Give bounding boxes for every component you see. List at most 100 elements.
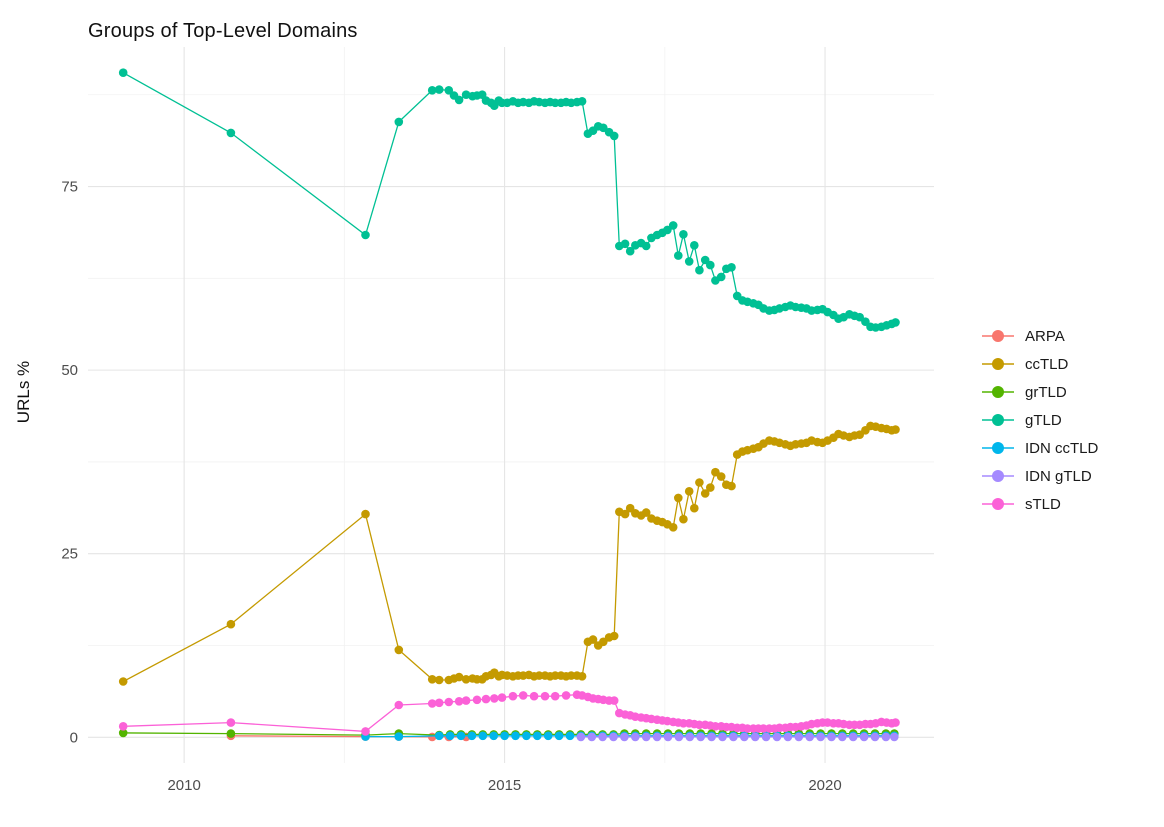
data-point-idn-gtld: [609, 732, 618, 742]
data-point-stld: [454, 697, 464, 706]
legend-item-stld: sTLD: [982, 490, 1098, 518]
data-point-gtld: [609, 131, 619, 141]
data-point-idn-gtld: [838, 732, 847, 742]
data-point-gtld: [674, 251, 683, 260]
legend: ARPA ccTLD grTLD gTLD IDN ccTLD IDN gTLD sTLD: [982, 322, 1098, 518]
data-point-stld: [361, 727, 370, 736]
legend-label: IDN gTLD: [1025, 467, 1092, 485]
data-point-gtld: [427, 86, 437, 95]
data-point-stld: [481, 694, 491, 704]
data-point-idn-gtld: [859, 732, 869, 742]
y-tick-label: 0: [70, 729, 78, 746]
data-point-stld: [472, 695, 482, 705]
data-point-gtld: [620, 239, 630, 249]
data-point-idn-gtld: [740, 732, 749, 742]
data-point-gtld: [891, 318, 900, 327]
data-point-stld: [444, 697, 454, 707]
data-point-cctld: [727, 481, 736, 491]
legend-key-icon: [982, 330, 1014, 342]
data-point-stld: [529, 691, 539, 701]
data-point-idn-cctld: [543, 731, 553, 741]
data-point-gtld: [118, 68, 128, 77]
data-point-idn-gtld: [707, 732, 716, 742]
data-point-gtld: [226, 128, 236, 138]
data-point-cctld: [577, 672, 587, 681]
data-point-cctld: [668, 523, 678, 532]
data-point-idn-gtld: [620, 732, 629, 742]
legend-label: ccTLD: [1025, 355, 1069, 373]
data-point-gtld: [716, 272, 726, 282]
data-point-stld: [226, 718, 236, 727]
data-point-idn-gtld: [674, 732, 684, 742]
data-point-cctld: [684, 487, 694, 496]
chart-title: Groups of Top-Level Domains: [88, 20, 358, 43]
data-point-idn-gtld: [641, 732, 651, 742]
legend-key-dot: [992, 386, 1004, 398]
legend-key-icon: [982, 358, 1014, 370]
data-point-gtld: [625, 246, 635, 256]
data-point-gtld: [434, 85, 444, 94]
data-point-cctld: [434, 675, 444, 685]
legend-key-dot: [992, 358, 1004, 370]
data-point-stld: [490, 694, 499, 703]
data-point-idn-gtld: [794, 732, 804, 742]
data-point-gtld: [444, 86, 454, 95]
data-point-idn-gtld: [696, 732, 705, 742]
y-tick-label: 25: [61, 546, 78, 563]
data-point-idn-gtld: [663, 732, 673, 742]
data-point-idn-cctld: [456, 731, 466, 741]
data-point-cctld: [454, 672, 464, 682]
data-point-gtld: [394, 117, 404, 127]
legend-key-icon: [982, 442, 1014, 454]
data-point-idn-cctld: [511, 731, 520, 741]
data-point-stld: [461, 696, 471, 705]
data-point-idn-cctld: [554, 731, 564, 741]
data-point-stld: [550, 691, 560, 701]
data-point-cctld: [891, 425, 900, 434]
data-point-idn-cctld: [533, 731, 542, 741]
data-point-cctld: [461, 675, 471, 684]
data-point-idn-gtld: [587, 732, 597, 742]
data-point-gtld: [577, 97, 587, 106]
data-point-cctld: [706, 483, 715, 492]
data-point-stld: [540, 691, 550, 701]
legend-key-dot: [992, 330, 1004, 342]
data-point-cctld: [118, 677, 128, 686]
data-point-cctld: [588, 635, 598, 644]
data-point-cctld: [361, 509, 370, 519]
data-point-stld: [508, 691, 518, 701]
data-point-gtld: [454, 95, 464, 105]
x-tick-label: 2015: [488, 777, 521, 794]
chart-line-gtld: [122, 72, 896, 329]
data-point-idn-cctld: [500, 731, 509, 741]
data-point-idn-cctld: [565, 731, 575, 741]
data-point-cctld: [620, 509, 630, 519]
data-point-gtld: [668, 221, 678, 230]
data-point-idn-gtld: [848, 732, 858, 742]
legend-item-gtld: gTLD: [982, 406, 1098, 434]
legend-item-idn-gtld: IDN gTLD: [982, 462, 1098, 490]
y-tick-label: 75: [61, 179, 78, 196]
data-point-idn-cctld: [394, 732, 404, 741]
data-point-gtld: [695, 265, 704, 275]
data-point-idn-gtld: [772, 732, 782, 742]
data-point-idn-cctld: [445, 731, 455, 741]
data-point-idn-gtld: [631, 732, 640, 742]
legend-key-icon: [982, 498, 1014, 510]
data-point-idn-gtld: [685, 732, 695, 742]
legend-label: grTLD: [1025, 383, 1067, 401]
data-point-cctld: [695, 478, 704, 487]
legend-key-dot: [992, 470, 1004, 482]
y-tick-label: 50: [61, 362, 78, 379]
legend-label: gTLD: [1025, 411, 1062, 429]
data-point-idn-gtld: [805, 732, 814, 742]
legend-key-icon: [982, 470, 1014, 482]
data-point-cctld: [690, 503, 699, 513]
data-point-gtld: [679, 230, 688, 239]
data-point-gtld: [641, 241, 651, 251]
data-point-idn-gtld: [718, 732, 727, 742]
legend-key-icon: [982, 414, 1014, 426]
legend-key-dot: [992, 442, 1004, 454]
legend-label: ARPA: [1025, 327, 1065, 345]
